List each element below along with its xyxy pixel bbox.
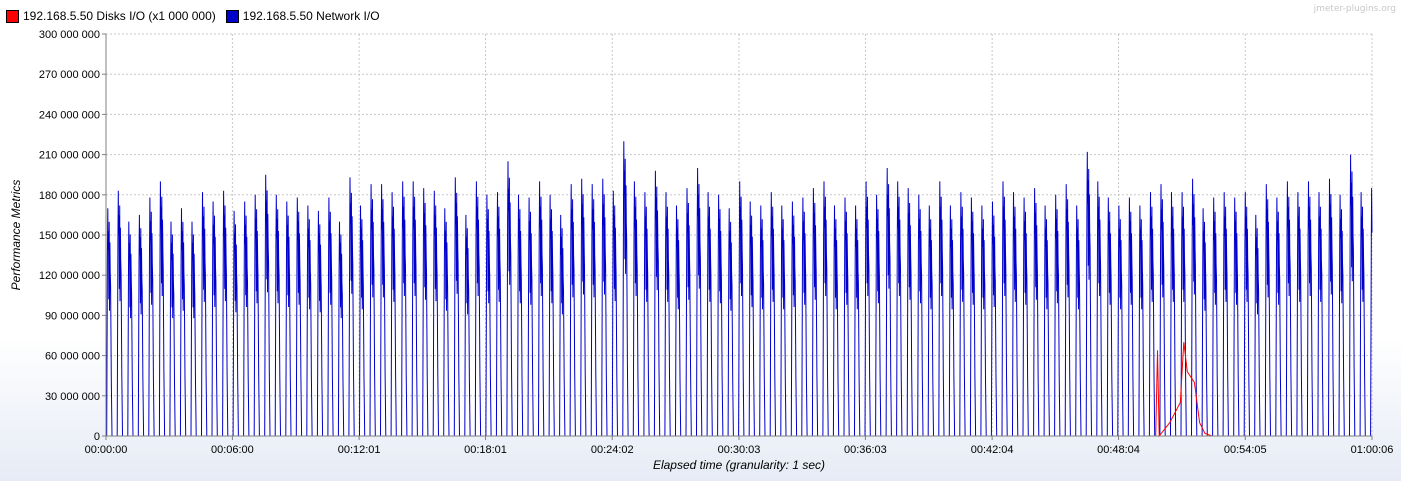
y-tick-label: 300 000 000 bbox=[39, 29, 100, 41]
y-tick-label: 210 000 000 bbox=[39, 150, 100, 162]
x-tick-label: 00:18:01 bbox=[464, 444, 507, 456]
x-tick-label: 00:00:00 bbox=[85, 444, 128, 456]
legend-item-disks: 192.168.5.50 Disks I/O (x1 000 000) bbox=[6, 9, 216, 23]
y-tick-label: 0 bbox=[94, 431, 100, 443]
x-tick-label: 00:48:04 bbox=[1097, 444, 1140, 456]
y-tick-label: 150 000 000 bbox=[39, 230, 100, 242]
y-tick-label: 60 000 000 bbox=[45, 351, 100, 363]
x-tick-label: 00:36:03 bbox=[844, 444, 887, 456]
watermark: jmeter-plugins.org bbox=[1313, 4, 1396, 14]
x-tick-label: 01:00:06 bbox=[1351, 444, 1394, 456]
y-tick-label: 180 000 000 bbox=[39, 190, 100, 202]
x-tick-label: 00:42:04 bbox=[971, 444, 1014, 456]
x-axis-title: Elapsed time (granularity: 1 sec) bbox=[653, 458, 825, 472]
x-tick-label: 00:54:05 bbox=[1224, 444, 1267, 456]
y-tick-label: 90 000 000 bbox=[45, 310, 100, 322]
legend-swatch-disks bbox=[6, 9, 19, 23]
legend-label-network: 192.168.5.50 Network I/O bbox=[242, 9, 380, 23]
y-tick-label: 240 000 000 bbox=[39, 109, 100, 121]
y-tick-label: 270 000 000 bbox=[39, 69, 100, 81]
y-tick-label: 120 000 000 bbox=[39, 270, 100, 282]
series-line-disks-io bbox=[106, 342, 1372, 438]
legend-item-network: 192.168.5.50 Network I/O bbox=[225, 9, 380, 23]
x-tick-label: 00:06:00 bbox=[211, 444, 254, 456]
y-tick-label: 30 000 000 bbox=[45, 391, 100, 403]
x-tick-label: 00:30:03 bbox=[718, 444, 761, 456]
axes: 0 30 000 000 60 000 000 90 000 000 120 000 0… bbox=[39, 29, 1394, 456]
legend-label-disks: 192.168.5.50 Disks I/O (x1 000 000) bbox=[23, 9, 216, 23]
x-tick-label: 00:24:02 bbox=[591, 444, 634, 456]
y-axis-title: Performance Metrics bbox=[9, 180, 23, 291]
x-tick-label: 00:12:01 bbox=[338, 444, 381, 456]
chart-legend: 192.168.5.50 Disks I/O (x1 000 000) 192.… bbox=[6, 7, 380, 25]
legend-swatch-network bbox=[225, 9, 239, 23]
